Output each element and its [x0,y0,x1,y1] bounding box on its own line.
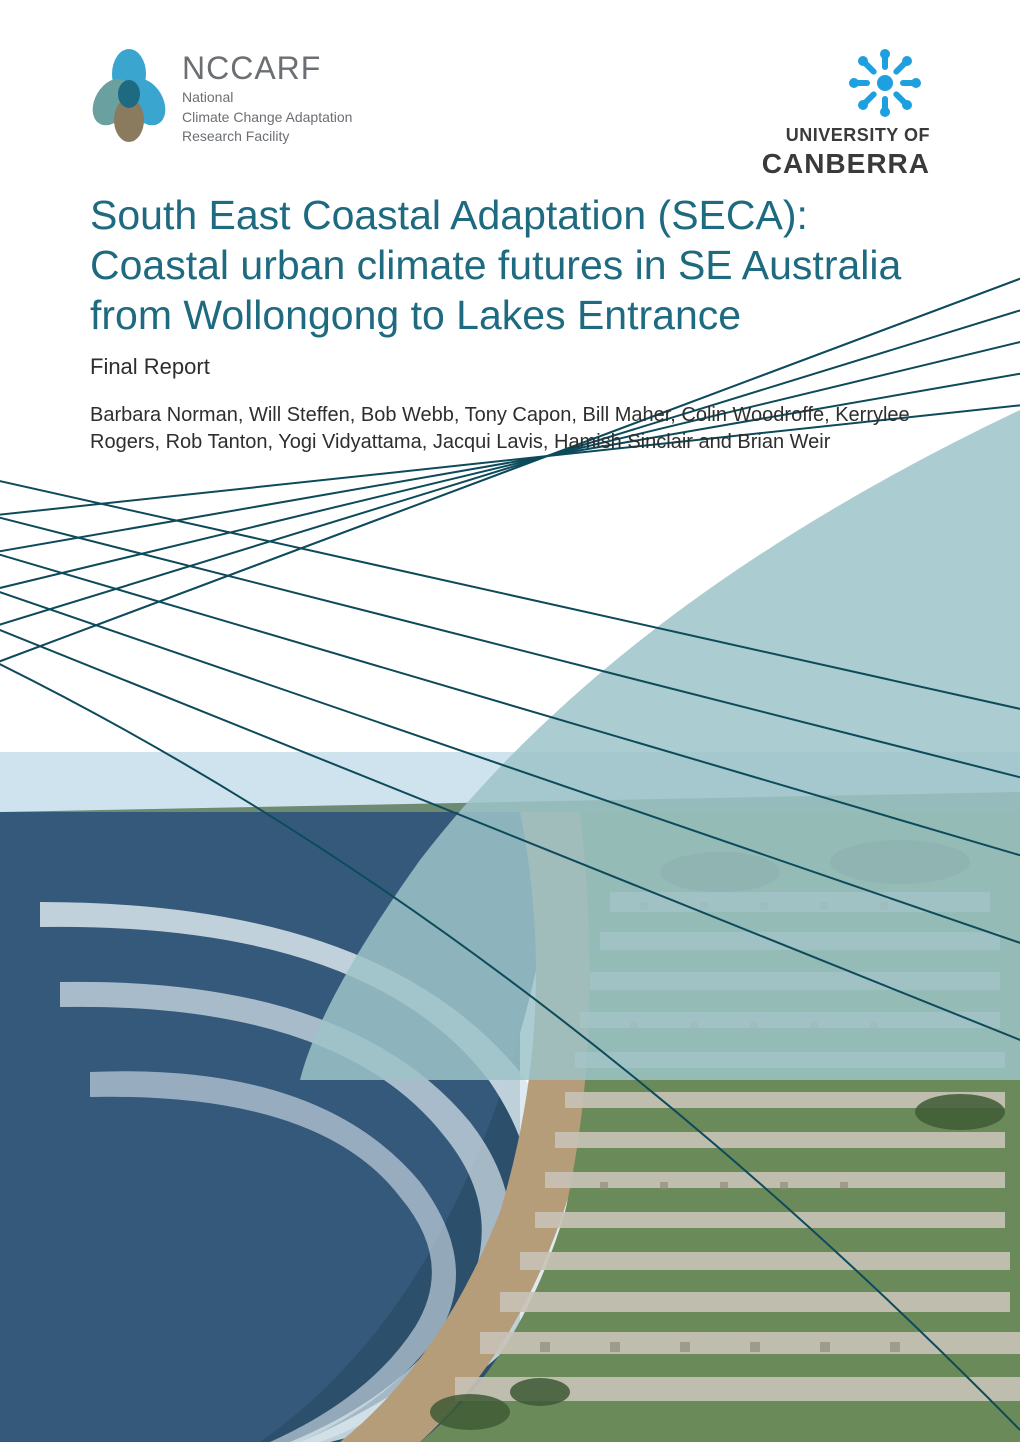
uc-logo-block: UNIVERSITY OF CANBERRA [762,48,930,180]
report-subtitle: Final Report [90,354,930,380]
report-cover: NCCARF National Climate Change Adaptatio… [0,0,1020,1442]
header: NCCARF National Climate Change Adaptatio… [90,48,930,168]
nccarf-title: NCCARF [182,50,352,87]
authors-list: Barbara Norman, Will Steffen, Bob Webb, … [90,402,930,456]
nccarf-icon [90,48,168,148]
cover-photo-region [0,752,1020,1442]
title-line3: from Wollongong to Lakes Entrance [90,292,741,338]
report-title: South East Coastal Adaptation (SECA): Co… [90,190,930,340]
nccarf-subtitle-line3: Research Facility [182,128,352,146]
nccarf-text-block: NCCARF National Climate Change Adaptatio… [182,50,352,146]
nccarf-subtitle-line1: National [182,89,352,107]
uc-emblem-icon [840,48,930,123]
nccarf-logo-block: NCCARF National Climate Change Adaptatio… [90,48,352,148]
uc-line1: UNIVERSITY OF [786,125,930,146]
nccarf-subtitle-line2: Climate Change Adaptation [182,109,352,127]
uc-line2: CANBERRA [762,148,930,180]
title-line1: South East Coastal Adaptation (SECA): [90,192,808,238]
title-line2: Coastal urban climate futures in SE Aust… [90,242,901,288]
title-block: South East Coastal Adaptation (SECA): Co… [90,190,930,456]
